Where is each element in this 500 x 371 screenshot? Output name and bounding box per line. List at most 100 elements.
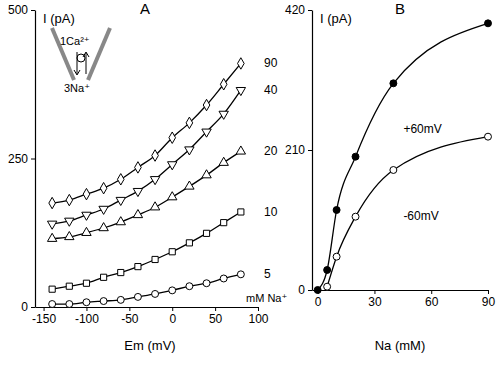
data-point [186, 240, 192, 246]
fit-line [52, 90, 241, 224]
data-point [83, 188, 90, 199]
fit-line [327, 137, 488, 287]
data-point [152, 290, 159, 297]
x-tick-mark [129, 307, 130, 311]
exchanger-sketch [52, 28, 110, 80]
data-point [236, 146, 245, 154]
data-point [135, 264, 141, 270]
data-point [83, 299, 90, 306]
x-tick: -100 [75, 307, 99, 326]
x-tick: 30 [368, 290, 382, 309]
data-point [152, 256, 158, 262]
y-tick: 210 [285, 143, 312, 157]
data-point [203, 99, 210, 110]
data-point [100, 298, 107, 305]
data-point [83, 280, 89, 286]
x-tick-label: -150 [32, 312, 56, 326]
x-tick-mark [431, 290, 432, 294]
y-tick: 250 [8, 152, 35, 166]
panel: -150 -100 -50 0 50 100 0 250 500 A Em (mV) I (pA) 1C… [8, 0, 287, 353]
data-point [101, 274, 107, 280]
x-tick-label: 60 [425, 295, 439, 309]
y-axis-line [312, 11, 313, 291]
data-point [150, 177, 159, 185]
data-point [117, 174, 124, 185]
x-tick-mark [374, 290, 375, 294]
y-axis-title: I (pA) [320, 11, 352, 26]
x-tick-label: 30 [368, 295, 382, 309]
y-tick: 0 [21, 300, 35, 314]
data-point [203, 280, 210, 287]
x-tick: -50 [121, 307, 139, 326]
data-point [185, 147, 194, 155]
panel-title: A [140, 0, 150, 17]
data-point [390, 80, 397, 87]
annotation: 3Na⁺ [64, 82, 90, 94]
data-point [220, 275, 227, 282]
x-tick: 0 [169, 307, 176, 326]
data-point [202, 129, 211, 137]
data-point [169, 132, 176, 143]
x-axis: -150 -100 -50 0 50 100 [32, 307, 269, 326]
data-point [219, 111, 228, 119]
fit-line [52, 151, 241, 238]
data-point [65, 218, 74, 226]
data-point [116, 217, 125, 225]
data-point [237, 271, 244, 278]
y-tick-mark [308, 150, 312, 151]
series-label: 10 [264, 205, 278, 219]
data-point [202, 170, 211, 178]
data-point [485, 20, 492, 27]
y-axis-title: I (pA) [43, 11, 75, 26]
y-tick-label: 210 [285, 143, 305, 157]
data-point [186, 117, 193, 128]
y-tick-mark [308, 290, 312, 291]
y-tick-mark [308, 10, 312, 11]
data-point [116, 197, 125, 205]
data-point [168, 162, 177, 170]
x-tick-mark [488, 290, 489, 294]
data-point [49, 197, 56, 208]
y-tick-mark [31, 307, 35, 308]
x-tick: -150 [32, 307, 56, 326]
data-point [65, 231, 74, 239]
x-tick-mark [86, 307, 87, 311]
y-tick-mark [31, 159, 35, 160]
panel: 03060900210420BNa (mM)I (pA)+60mV-60mV [285, 0, 496, 353]
data-point [324, 267, 331, 274]
arrow [74, 52, 80, 75]
data-point [66, 283, 72, 289]
x-axis-title: Em (mV) [124, 338, 175, 353]
annotation: mM Na⁺ [246, 292, 287, 304]
x-tick-mark [172, 307, 173, 311]
x-tick-mark [215, 307, 216, 311]
x-tick: 50 [209, 307, 223, 326]
y-tick-label: 0 [21, 300, 28, 314]
y-tick: 420 [285, 3, 312, 17]
data-point [169, 287, 176, 294]
series-label: +60mV [403, 122, 441, 136]
data-point [352, 153, 359, 160]
data-point [99, 206, 108, 214]
data-point [168, 192, 177, 200]
data-point [185, 181, 194, 189]
data-point [186, 283, 193, 290]
data-point [118, 269, 124, 275]
data-point [238, 58, 245, 69]
x-tick-label: -50 [121, 312, 139, 326]
annotation: 1Ca²⁺ [60, 35, 90, 47]
y-tick-mark [31, 10, 35, 11]
x-axis: 0306090 [313, 290, 496, 309]
y-tick-label: 500 [8, 3, 28, 17]
data-point [134, 293, 141, 300]
x-tick-label: 100 [248, 312, 268, 326]
data-point [485, 133, 492, 140]
arrow [83, 52, 89, 74]
data-point [238, 209, 244, 215]
fit-line [318, 23, 488, 290]
data-point [203, 230, 209, 236]
x-tick-label: -100 [75, 312, 99, 326]
data-point [352, 213, 359, 220]
series-label: -60mV [403, 209, 438, 223]
data-point [47, 221, 56, 229]
